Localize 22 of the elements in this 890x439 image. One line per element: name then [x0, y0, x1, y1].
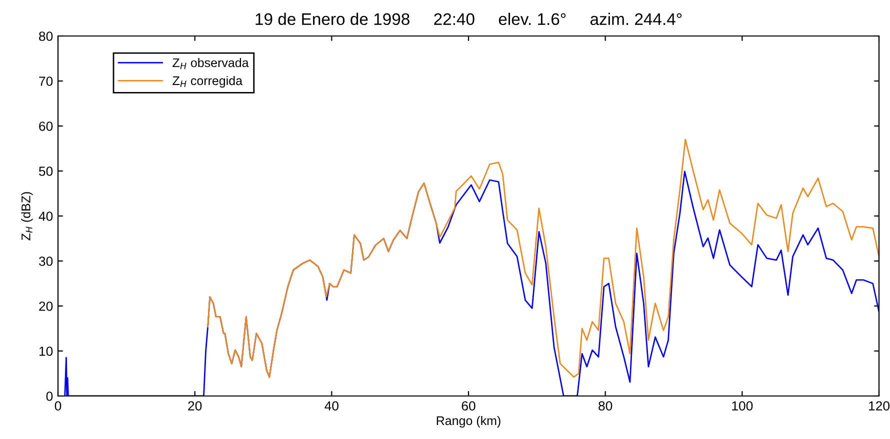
x-tick-label: 40 — [324, 401, 338, 411]
x-tick-label: 20 — [188, 401, 202, 411]
y-tick-label: 40 — [38, 212, 53, 221]
x-tick-label: 100 — [732, 401, 753, 411]
y-tick-label: 60 — [39, 122, 53, 131]
legend-label: Z$_{H}$ corregida — [172, 76, 243, 88]
chart-title: 19 de Enero de 1998 22:40 elev. 1.6° azim. 244.4° — [256, 12, 682, 26]
y-axis-title: Z$_{H}$ (dBZ) — [21, 192, 33, 240]
y-tick-label: 0 — [46, 392, 53, 401]
y-tick-label: 70 — [39, 76, 53, 86]
x-tick-label: 60 — [462, 401, 476, 411]
y-tick-label: 80 — [39, 32, 53, 41]
x-axis-title: Rango (km) — [436, 416, 500, 428]
y-tick-label: 50 — [38, 166, 53, 176]
y-tick-label: 20 — [39, 302, 53, 311]
x-tick-label: 0 — [54, 401, 62, 411]
x-tick-label: 80 — [598, 401, 612, 411]
x-tick-label: 120 — [869, 401, 890, 411]
y-tick-label: 30 — [38, 256, 53, 266]
y-tick-label: 10 — [39, 346, 53, 356]
legend-label: Z$_{H}$ observada — [172, 58, 249, 70]
line-series — [207, 138, 879, 378]
